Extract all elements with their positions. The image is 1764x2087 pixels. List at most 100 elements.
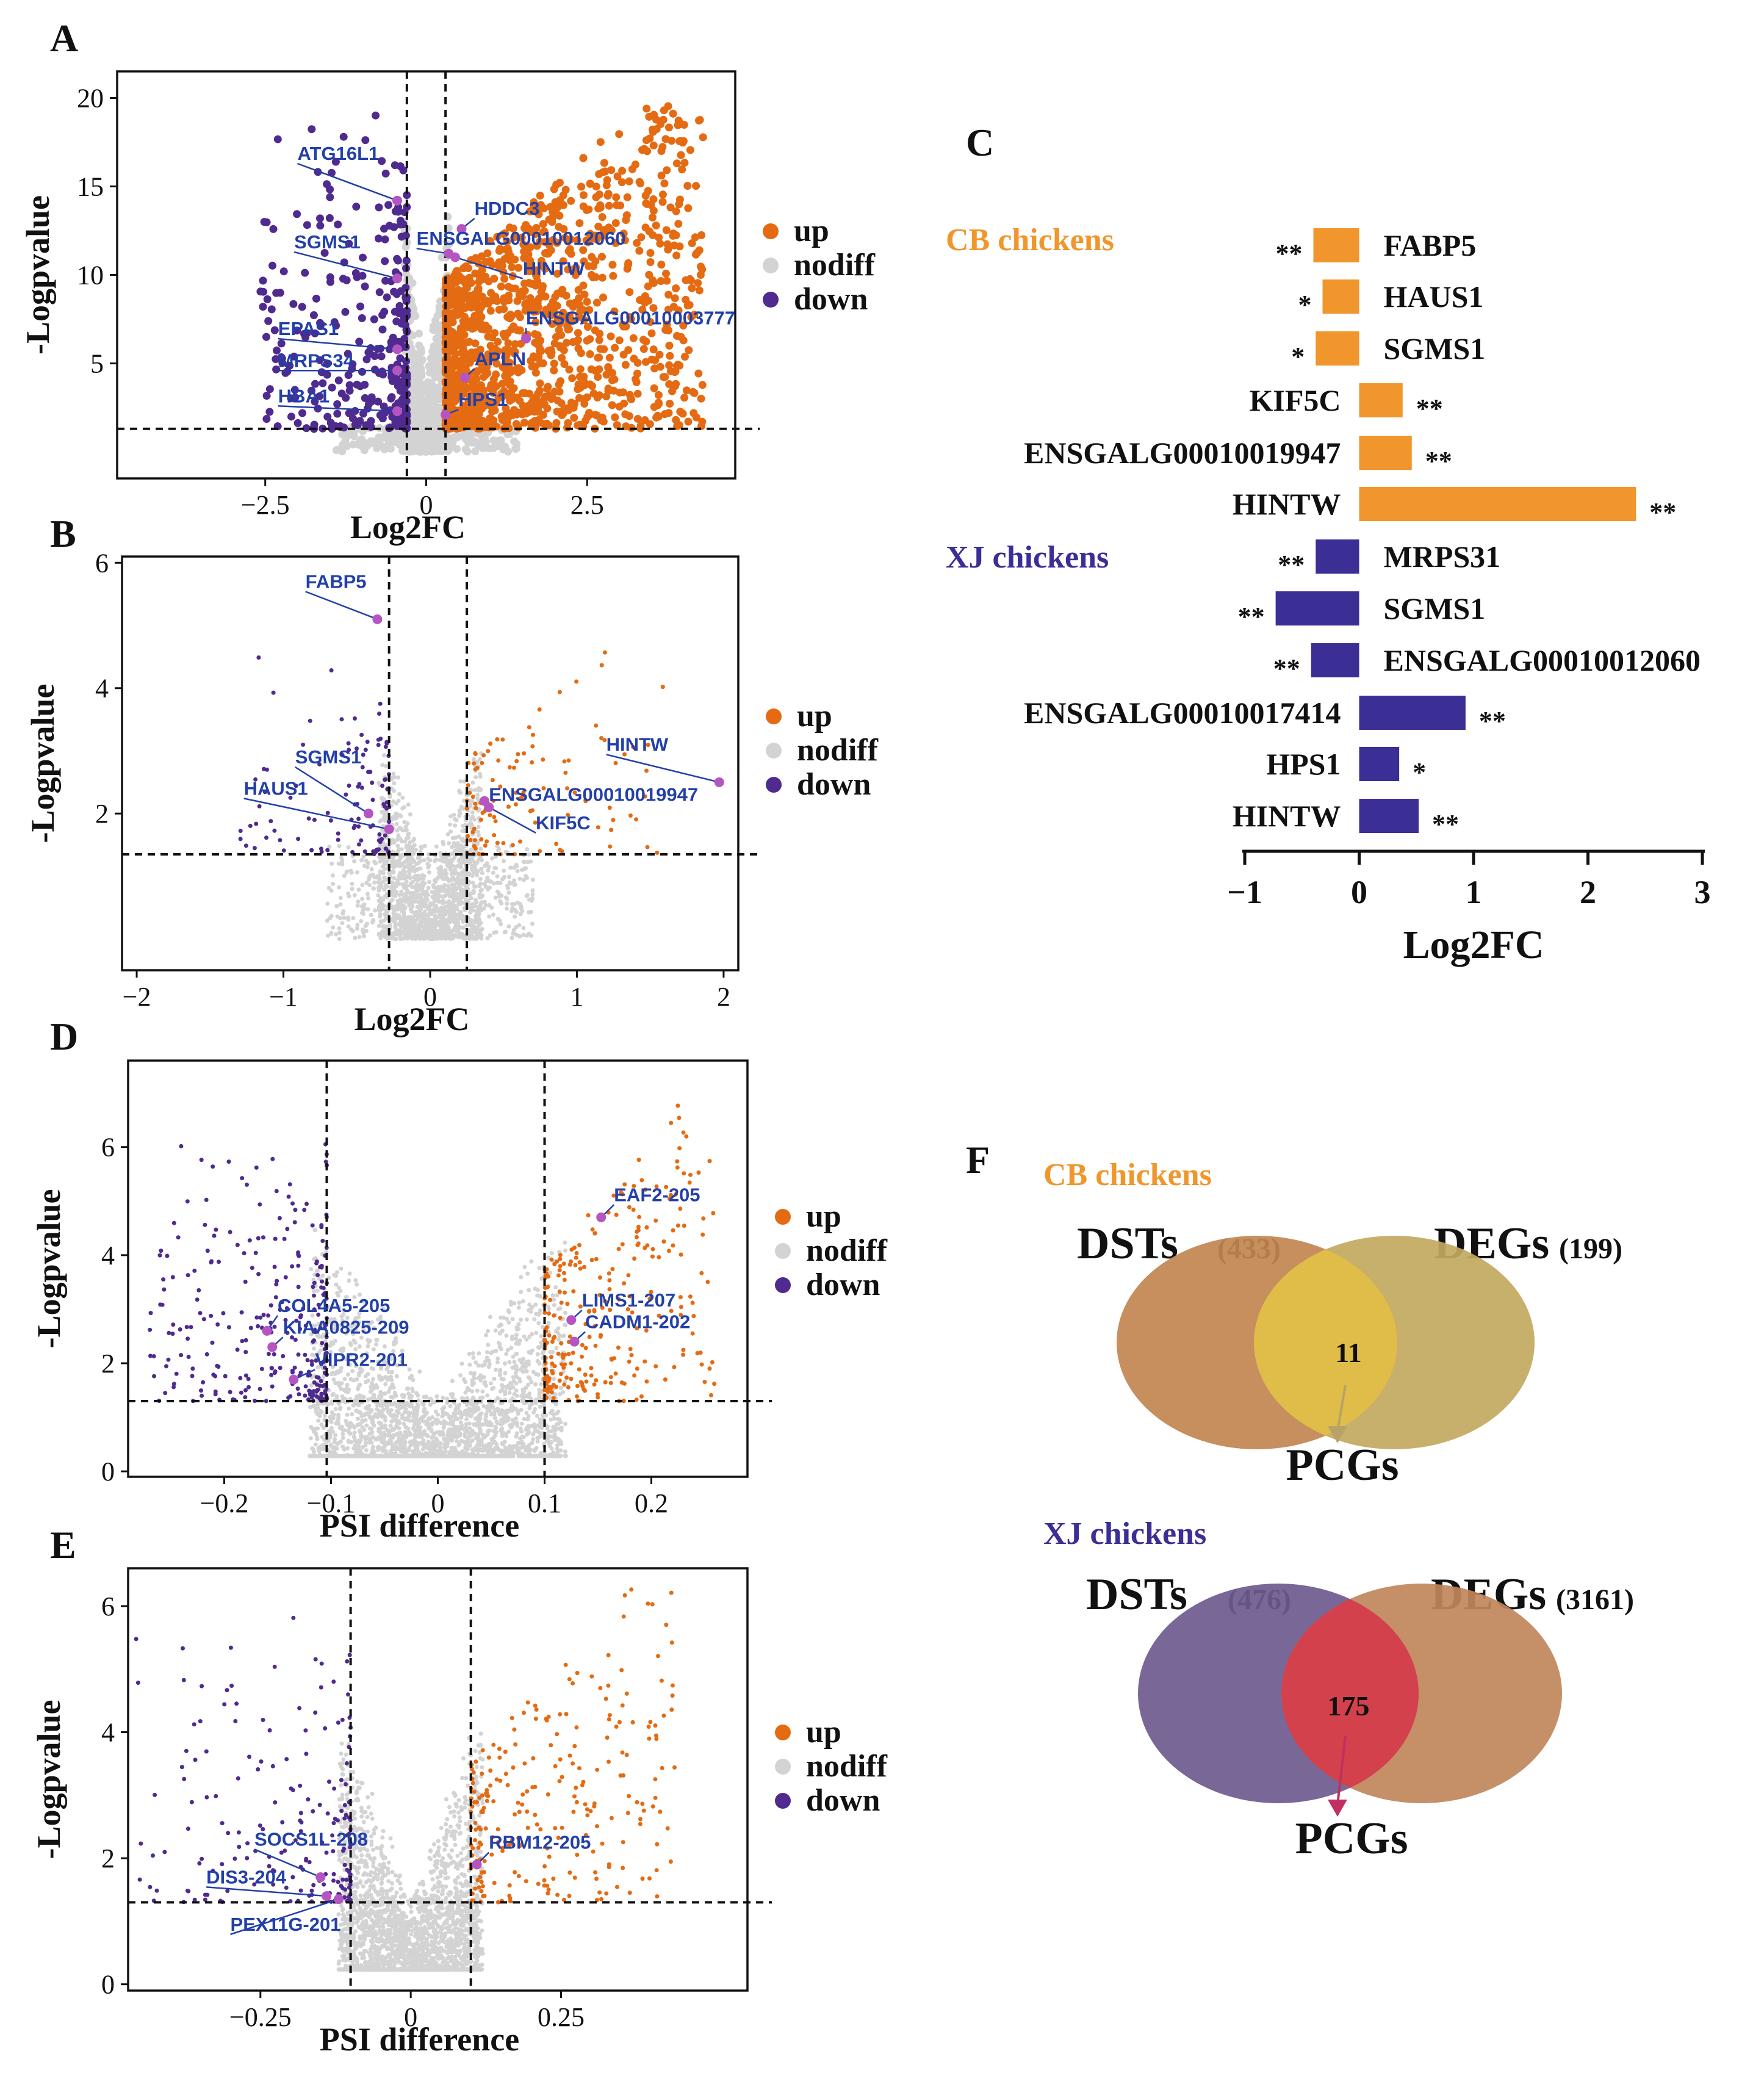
nodiff-point: [411, 1389, 415, 1394]
nodiff-point: [528, 910, 533, 914]
nodiff-point: [443, 893, 448, 898]
up-point: [567, 250, 575, 258]
nodiff-point: [425, 414, 434, 422]
nodiff-point: [447, 841, 452, 846]
nodiff-point: [334, 932, 338, 937]
up-point: [595, 353, 603, 362]
up-point: [558, 354, 566, 362]
up-point: [608, 376, 616, 384]
up-point: [597, 416, 605, 424]
down-point: [259, 303, 267, 311]
nodiff-point: [352, 1430, 357, 1435]
down-point: [391, 161, 399, 170]
nodiff-point: [384, 882, 389, 887]
up-point: [558, 407, 566, 416]
gene-label-text: FABP5: [306, 571, 367, 592]
nodiff-point: [397, 932, 401, 937]
down-point: [290, 352, 298, 361]
nodiff-point: [391, 771, 396, 776]
up-point: [579, 191, 588, 200]
up-point: [498, 380, 506, 388]
nodiff-point: [489, 444, 498, 452]
nodiff-point: [352, 893, 357, 898]
up-point: [503, 313, 512, 321]
x-tick-label: −2: [123, 982, 151, 1012]
up-point: [480, 325, 489, 334]
nodiff-point: [514, 910, 519, 915]
down-point: [326, 273, 334, 281]
up-point: [585, 262, 593, 270]
down-point: [276, 289, 284, 297]
nodiff-point: [453, 816, 457, 821]
up-point: [657, 277, 665, 285]
nodiff-point: [470, 881, 475, 885]
down-point: [376, 838, 381, 843]
nodiff-point: [485, 875, 490, 880]
nodiff-point: [397, 902, 401, 907]
nodiff-point: [399, 847, 404, 852]
up-point: [473, 806, 478, 810]
nodiff-point: [340, 921, 345, 926]
up-point: [641, 192, 650, 200]
highlight-point: [392, 273, 403, 284]
down-point: [271, 690, 276, 695]
nodiff-point: [425, 862, 430, 866]
up-point: [594, 723, 599, 728]
up-point: [511, 284, 520, 293]
down-point: [378, 414, 387, 422]
label-leader-line: [305, 591, 378, 620]
nodiff-point: [422, 935, 427, 940]
down-point: [270, 326, 279, 334]
nodiff-point: [398, 924, 403, 929]
down-point: [339, 717, 344, 722]
highlight-point: [372, 614, 383, 624]
down-point: [259, 287, 267, 296]
nodiff-point: [339, 856, 344, 860]
nodiff-point: [436, 922, 441, 927]
nodiff-point: [475, 796, 480, 801]
up-point: [473, 767, 478, 772]
up-point: [554, 842, 559, 846]
down-point: [291, 393, 300, 402]
up-point: [539, 359, 547, 367]
up-point: [575, 294, 583, 302]
nodiff-point: [434, 411, 442, 419]
up-point: [480, 373, 488, 381]
nodiff-point: [409, 934, 414, 939]
up-point: [520, 419, 528, 427]
down-point: [265, 767, 269, 772]
down-point: [316, 222, 325, 230]
down-point: [256, 655, 261, 660]
up-point: [450, 354, 459, 362]
down-point: [378, 367, 386, 376]
up-point: [500, 305, 508, 313]
nodiff-point: [359, 443, 367, 452]
up-point: [672, 159, 681, 168]
up-point: [537, 707, 542, 712]
nodiff-point: [524, 874, 528, 879]
up-point: [455, 333, 464, 342]
up-point: [672, 207, 680, 215]
down-point: [402, 256, 411, 265]
down-point: [333, 409, 342, 418]
nodiff-point: [469, 903, 474, 907]
up-point: [567, 196, 575, 205]
up-point: [699, 133, 707, 142]
nodiff-point: [372, 880, 377, 885]
up-point: [562, 759, 567, 764]
nodiff-point: [494, 866, 499, 871]
x-tick-label: 2: [717, 982, 730, 1012]
up-point: [595, 365, 603, 373]
up-point: [530, 808, 535, 813]
down-point: [333, 400, 342, 408]
nodiff-point: [450, 892, 454, 896]
nodiff-point: [391, 918, 396, 923]
up-point: [534, 416, 542, 424]
up-point: [566, 299, 574, 308]
nodiff-point: [502, 859, 506, 863]
nodiff-point: [517, 876, 522, 881]
down-point: [303, 221, 311, 229]
up-point: [501, 332, 509, 341]
down-point: [311, 397, 319, 406]
up-point: [684, 417, 693, 426]
